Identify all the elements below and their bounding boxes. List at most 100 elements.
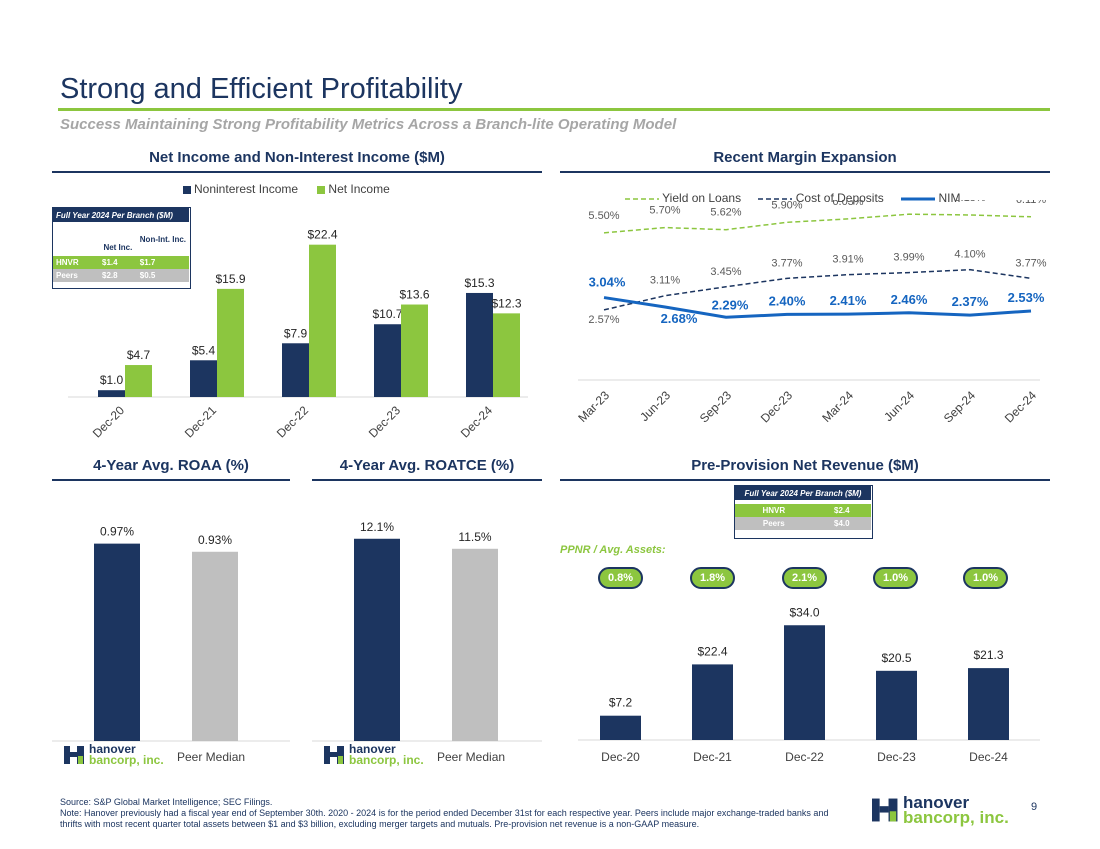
legend-line-yield [625, 198, 659, 200]
hanover-logo-icon [324, 746, 344, 764]
bar-ppnr [600, 715, 641, 740]
margin-legend: Yield on Loans Cost of Deposits NIM [625, 191, 961, 205]
roaa-divider [52, 479, 290, 481]
branch-table-col-net-inc: Net Inc. [99, 222, 137, 256]
data-label: 0.97% [100, 525, 134, 539]
bar-noninterest-income [282, 343, 309, 397]
branch-table-cell: $4.0 [812, 517, 871, 530]
margin-title: Recent Margin Expansion [713, 149, 897, 166]
bar-noninterest-income [190, 360, 217, 397]
ppnr-divider [560, 479, 1050, 481]
x-tick-label: Dec-23 [877, 750, 916, 764]
cost-data-label: 3.77% [771, 257, 802, 269]
data-label: $10.7 [372, 307, 402, 321]
ppnr-branch-table-grid: Full Year 2024 Per Branch ($M) HNVR $2.4… [735, 486, 871, 530]
branch-table-cell: $1.4 [99, 256, 137, 269]
cost-data-label: 3.45% [710, 266, 741, 278]
legend-line-cost [758, 198, 793, 200]
x-tick-label: Dec-22 [785, 750, 824, 764]
ppnr-ratio-caption: PPNR / Avg. Assets: [560, 544, 666, 556]
x-tick-label: Mar-23 [575, 388, 612, 425]
legend-label-net-income: Net Income [328, 182, 390, 196]
nim-data-label: 2.29% [712, 297, 749, 312]
ppnr-ratio-pill: 1.8% [690, 567, 735, 589]
data-label: $4.7 [127, 348, 151, 362]
page-subtitle: Success Maintaining Strong Profitability… [60, 116, 677, 133]
nim-data-label: 3.04% [589, 275, 626, 290]
series-line-yield-on-loans [603, 213, 1032, 234]
x-tick-label: Dec-24 [1002, 388, 1039, 425]
x-tick-label: Sep-23 [697, 388, 734, 425]
bar-net-income [217, 288, 244, 397]
x-tick-label: Dec-21 [693, 750, 732, 764]
branch-table-col-non-int: Non-Int. Inc. [136, 222, 189, 256]
cost-data-label: 4.10% [954, 249, 985, 261]
data-label: $15.3 [464, 276, 494, 290]
bar-ppnr [692, 664, 733, 740]
data-label: $22.4 [307, 228, 337, 242]
branch-table-row-label: HNVR [735, 504, 813, 517]
yield-data-label: 5.90% [771, 200, 802, 211]
roatce-hanover-logo: hanover bancorp, inc. [324, 742, 424, 767]
series-line-cost-of-deposits [603, 268, 1032, 311]
x-tick-label: Jun-24 [881, 388, 917, 424]
x-tick-label: Dec-23 [366, 403, 403, 440]
ppnr-chart: $7.2 Dec-20 $22.4 Dec-21 $34.0 Dec-22 $20.5 Dec… [578, 605, 1040, 764]
bar-noninterest-income [466, 292, 493, 397]
yield-data-label: 6.11% [1016, 200, 1047, 206]
page-number: 9 [1031, 801, 1038, 813]
branch-table-cell: $2.8 [99, 269, 137, 282]
legend-label-cost: Cost of Deposits [795, 191, 884, 205]
source-note: Source: S&P Global Market Intelligence; … [60, 797, 850, 830]
data-label: $20.5 [881, 651, 911, 665]
ppnr-title: Pre-Provision Net Revenue ($M) [691, 457, 919, 474]
cost-data-label: 3.77% [1015, 257, 1046, 269]
roaa-title: 4-Year Avg. ROAA (%) [93, 457, 249, 474]
logo-line-1: hanover [349, 742, 396, 757]
logo-line-1: hanover [89, 742, 136, 757]
title-divider [58, 108, 1050, 111]
legend-swatch-noninterest [183, 185, 191, 194]
logo-line-2: bancorp, inc. [349, 753, 424, 767]
bar-net-income [309, 244, 336, 397]
branch-table-row-label: HNVR [53, 256, 99, 269]
roatce-chart: 12.1% 11.5% [312, 520, 542, 742]
legend-label-noninterest: Noninterest Income [194, 182, 299, 196]
legend-item-cost: Cost of Deposits [758, 191, 884, 205]
x-tick-label: Jun-23 [637, 388, 673, 424]
roaa-peer-label: Peer Median [177, 750, 246, 764]
roaa-chart: 0.97% 0.93% [52, 525, 290, 742]
net-income-legend: Noninterest Income Net Income [183, 182, 390, 196]
bar-hanover [94, 543, 140, 741]
ppnr-branch-table: Full Year 2024 Per Branch ($M) HNVR $2.4… [734, 485, 873, 539]
yield-data-label: 6.03% [832, 200, 863, 208]
legend-item-noninterest: Noninterest Income [183, 182, 298, 196]
data-label: $12.3 [491, 296, 521, 310]
ppnr-ratio-pill: 0.8% [598, 567, 643, 589]
x-tick-label: Dec-24 [458, 403, 495, 440]
ppnr-ratio-pill: 1.0% [963, 567, 1008, 589]
series-line-nim [603, 296, 1032, 319]
roatce-peer-label: Peer Median [437, 750, 506, 764]
net-income-chart: $1.0$4.7 Dec-20 $5.4 $15.9 Dec-21 $7.9 $22.4 De… [68, 228, 528, 440]
bar-net-income [493, 313, 520, 397]
margin-divider [560, 171, 1050, 173]
legend-swatch-net-income [317, 185, 326, 194]
bar-net-income [401, 304, 428, 397]
x-tick-label: Dec-22 [274, 403, 311, 440]
bar-hanover [354, 538, 400, 741]
nim-data-label: 2.41% [830, 293, 867, 308]
yield-data-label: 5.70% [649, 205, 680, 217]
bar-peer-median [192, 551, 238, 741]
nim-data-label: 2.53% [1008, 290, 1045, 305]
logo-line-2: bancorp, inc. [903, 808, 1009, 828]
legend-label-nim: NIM [938, 191, 961, 205]
source-line: Source: S&P Global Market Intelligence; … [60, 797, 273, 807]
data-label: $7.2 [609, 696, 633, 710]
branch-table-cell: $0.5 [136, 269, 189, 282]
bar-peer-median [452, 548, 498, 741]
nim-data-label: 2.46% [891, 292, 928, 307]
note-line: Note: Hanover previously had a fiscal ye… [60, 808, 829, 829]
data-label: $34.0 [789, 605, 819, 619]
data-label: $15.9 [215, 272, 245, 286]
